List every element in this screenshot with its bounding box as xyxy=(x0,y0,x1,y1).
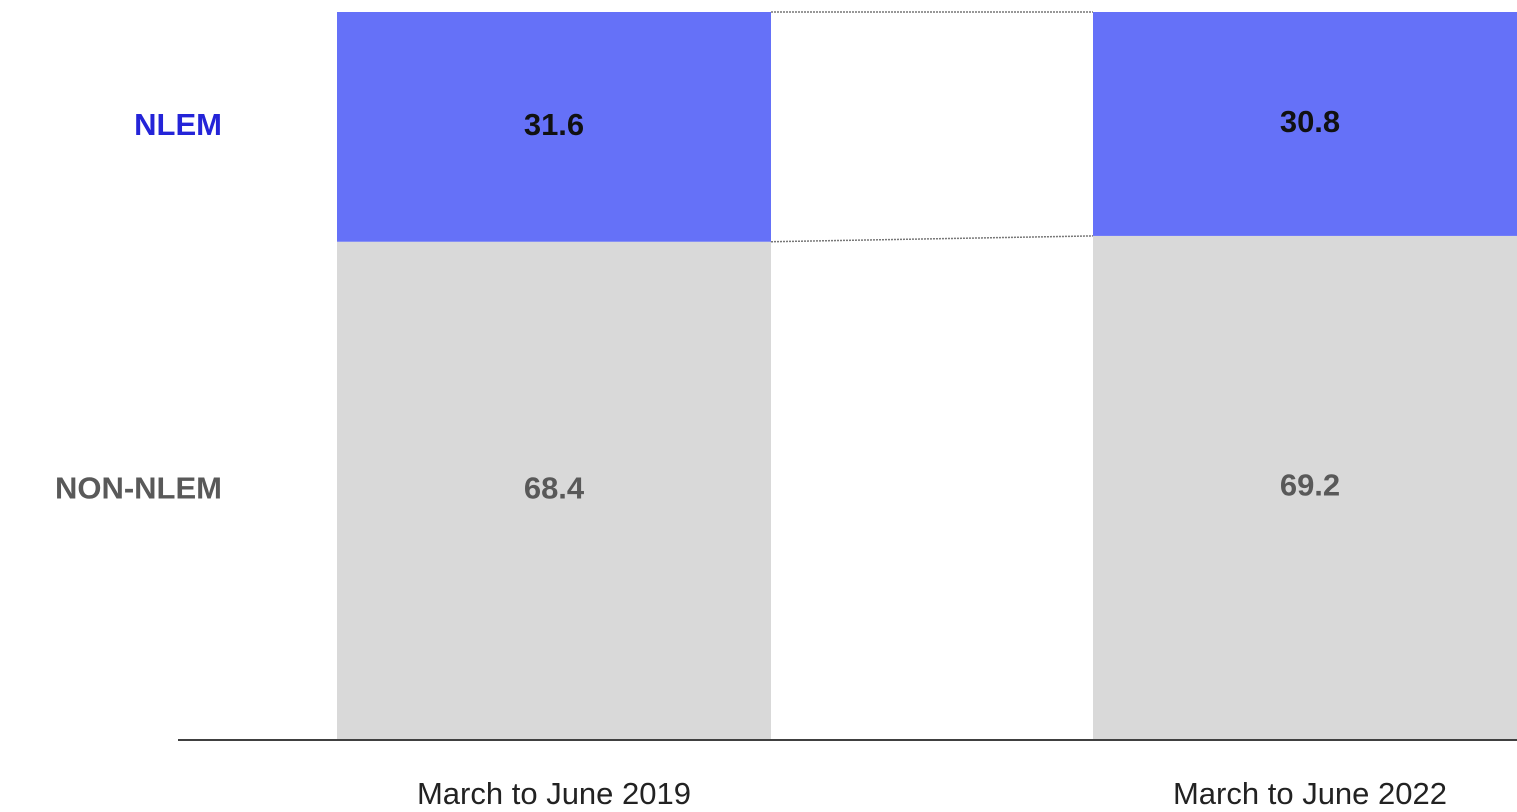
bar-segment xyxy=(1093,12,1517,236)
bar-segment xyxy=(337,241,771,739)
x-tick-label: March to June 2022 xyxy=(1173,776,1447,811)
data-label: 30.8 xyxy=(1280,104,1340,139)
bar-segment xyxy=(337,12,771,242)
bar-segment xyxy=(1093,235,1517,739)
series-name: NLEM xyxy=(134,107,222,142)
connector xyxy=(770,235,1094,243)
data-label: 31.6 xyxy=(524,107,584,142)
x-tick-label: March to June 2019 xyxy=(417,776,691,811)
data-label: 68.4 xyxy=(524,471,585,506)
data-label: 69.2 xyxy=(1280,468,1340,503)
series-name: NON-NLEM xyxy=(55,471,222,506)
